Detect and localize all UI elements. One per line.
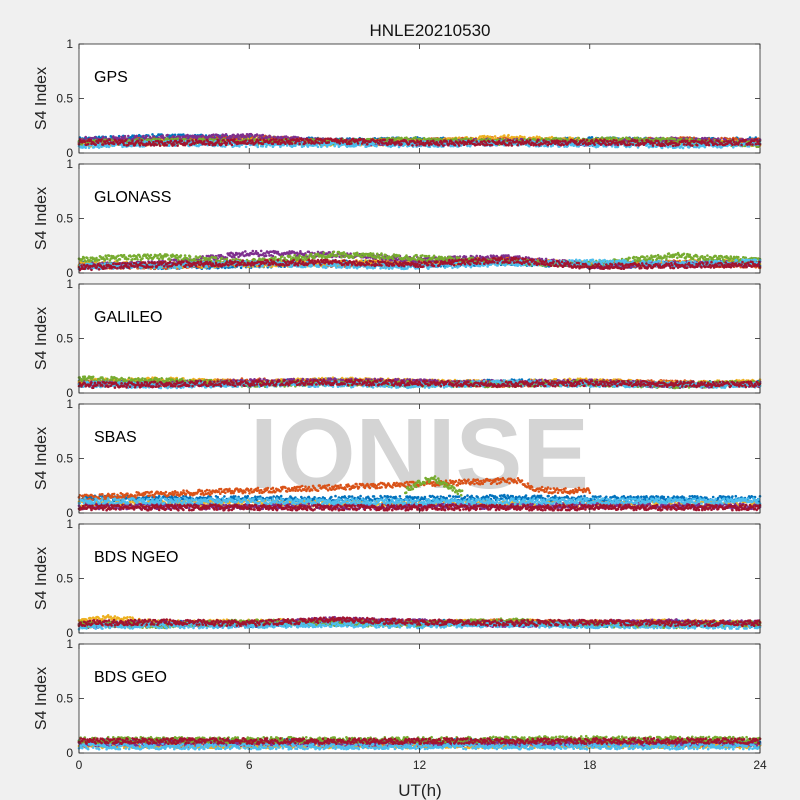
- data-point: [127, 134, 130, 138]
- data-point: [645, 136, 648, 140]
- data-point: [140, 139, 143, 142]
- data-point: [316, 145, 320, 149]
- data-point: [212, 133, 215, 136]
- data-point: [89, 138, 92, 142]
- data-point: [129, 136, 133, 139]
- data-point: [84, 135, 87, 139]
- data-point: [269, 135, 272, 139]
- data-point: [124, 139, 128, 142]
- data-point: [397, 145, 401, 149]
- data-point: [255, 133, 259, 136]
- data-point: [264, 145, 268, 148]
- data-point: [122, 143, 126, 146]
- data-point: [91, 136, 94, 140]
- data-point: [182, 133, 185, 136]
- data-point: [256, 145, 260, 149]
- data-point: [135, 134, 138, 138]
- data-point: [97, 146, 101, 149]
- data-point: [238, 145, 241, 148]
- data-point: [507, 133, 510, 137]
- data-point: [294, 135, 297, 139]
- data-point: [145, 135, 148, 138]
- data-point: [600, 136, 604, 139]
- data-point: [232, 133, 235, 137]
- data-point: [464, 137, 468, 140]
- data-point: [84, 146, 87, 149]
- data-point: [94, 143, 97, 146]
- data-point: [614, 136, 617, 140]
- data-point: [137, 139, 140, 143]
- data-point: [107, 145, 111, 149]
- data-point: [375, 145, 378, 148]
- data-point: [261, 133, 265, 137]
- data-point: [130, 144, 133, 148]
- data-point: [414, 136, 418, 139]
- data-point: [635, 136, 639, 140]
- data-point: [449, 144, 453, 148]
- data-point: [493, 135, 497, 138]
- data-point: [166, 133, 169, 137]
- data-point: [101, 135, 105, 139]
- data-point: [100, 138, 103, 141]
- data-point: [202, 137, 205, 141]
- data-point: [117, 134, 121, 138]
- data-point: [732, 146, 735, 149]
- data-point: [131, 139, 134, 143]
- data-point: [173, 133, 177, 137]
- data-point: [639, 137, 642, 140]
- data-point: [621, 136, 625, 140]
- data-point: [577, 136, 580, 140]
- data-point: [96, 141, 100, 144]
- data-point: [86, 142, 90, 146]
- data-point: [104, 142, 107, 145]
- data-point: [93, 136, 97, 139]
- data-point: [83, 140, 87, 143]
- data-point: [96, 144, 100, 147]
- data-point: [220, 135, 224, 139]
- data-point: [716, 145, 719, 149]
- data-point: [152, 135, 155, 138]
- data-point: [112, 142, 116, 146]
- data-point: [101, 143, 105, 146]
- data-point: [178, 135, 182, 139]
- data-point: [142, 134, 145, 138]
- data-point: [138, 144, 142, 147]
- data-point: [669, 145, 672, 148]
- data-point: [681, 146, 685, 150]
- data-point: [250, 134, 254, 137]
- chart-title: HNLE20210530: [370, 21, 491, 40]
- data-point: [535, 135, 539, 138]
- data-point: [673, 137, 677, 141]
- data-point: [123, 134, 127, 138]
- data-point: [108, 138, 112, 142]
- data-point: [224, 133, 228, 136]
- data-point: [106, 139, 109, 142]
- data-point: [244, 145, 248, 149]
- data-point: [201, 134, 204, 137]
- data-point: [703, 145, 707, 149]
- data-point: [333, 144, 337, 148]
- data-point: [151, 133, 154, 136]
- data-point: [87, 146, 91, 150]
- data-point: [503, 134, 506, 137]
- data-point: [176, 137, 179, 140]
